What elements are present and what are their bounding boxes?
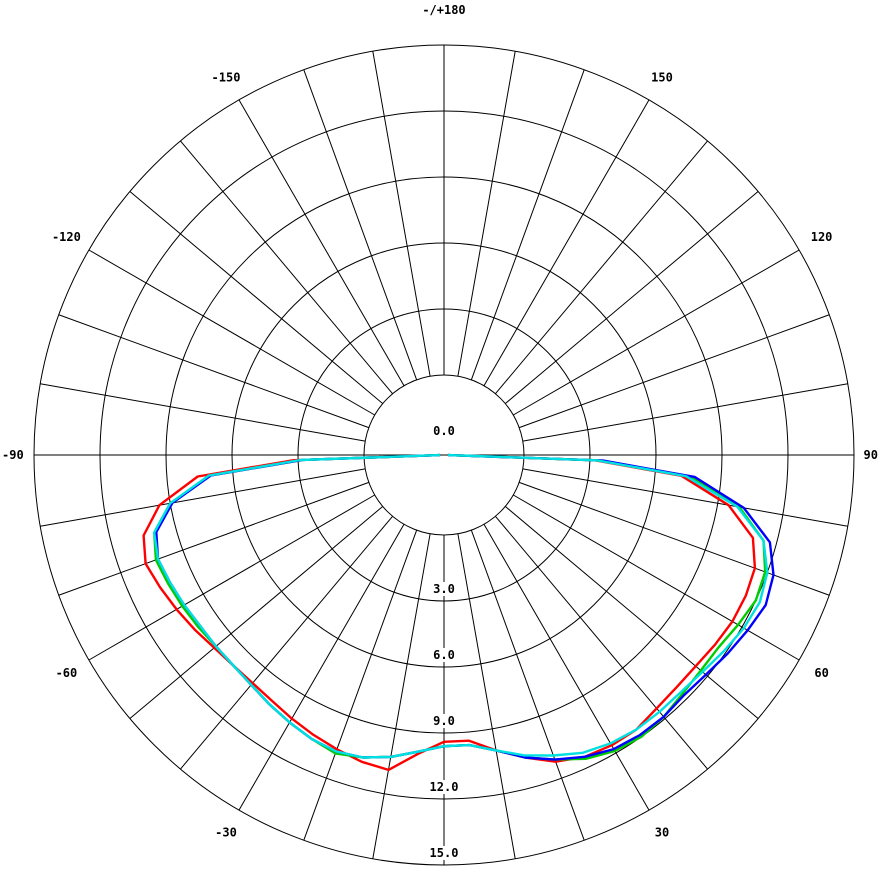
radial-label: 0.0 — [433, 424, 455, 438]
polar-grid — [33, 44, 855, 866]
series-line-4 — [153, 453, 769, 759]
radial-label-bg — [424, 714, 464, 728]
radial-label: 9.0 — [433, 714, 455, 728]
grid-spoke — [457, 51, 516, 377]
grid-spoke — [180, 140, 393, 395]
series-layer — [142, 453, 775, 772]
grid-spoke — [238, 99, 405, 386]
grid-spoke — [180, 515, 393, 770]
grid-spoke — [303, 530, 418, 841]
label-layer: -/+180 150 120 90 60 30 -30 -60 -90 -120 -150 0.0 3.… — [2, 3, 878, 860]
grid-ring — [99, 110, 789, 800]
radial-label-bg — [424, 780, 464, 794]
grid-spoke — [88, 249, 375, 416]
grid-spoke — [129, 191, 384, 404]
grid-spoke — [513, 249, 800, 416]
grid-spoke — [495, 515, 708, 770]
angle-label: -/+180 — [422, 3, 465, 17]
series-line-3 — [155, 453, 775, 761]
grid-spoke — [513, 494, 800, 661]
grid-spoke — [519, 481, 830, 596]
grid-spoke — [58, 481, 369, 596]
grid-spoke — [40, 383, 366, 442]
radial-label: 3.0 — [433, 582, 455, 596]
angle-label: 120 — [811, 230, 833, 244]
angle-label: 30 — [655, 826, 669, 840]
radial-label: 12.0 — [430, 780, 459, 794]
grid-ring-center — [363, 374, 525, 536]
grid-spoke — [457, 533, 516, 859]
grid-spoke — [470, 530, 585, 841]
grid-spoke — [372, 51, 431, 377]
grid-spoke — [238, 524, 405, 811]
angle-label: -120 — [52, 230, 81, 244]
angle-label: -90 — [2, 448, 24, 462]
grid-spoke — [483, 524, 650, 811]
grid-spoke — [372, 533, 431, 859]
radial-label-bg — [424, 648, 464, 662]
angle-label: -60 — [56, 666, 78, 680]
radial-label: 6.0 — [433, 648, 455, 662]
grid-spoke — [519, 314, 830, 429]
angle-label: -30 — [215, 826, 237, 840]
grid-spoke — [470, 69, 585, 380]
angle-label: -150 — [212, 70, 241, 84]
grid-spoke — [495, 140, 708, 395]
grid-ring — [231, 242, 657, 668]
grid-spoke — [129, 506, 384, 719]
series-line-2 — [153, 453, 767, 761]
grid-spoke — [58, 314, 369, 429]
radial-label-bg — [424, 424, 464, 438]
radial-label-bg — [424, 582, 464, 596]
series-line-1 — [142, 453, 757, 772]
angle-label: 150 — [651, 70, 673, 84]
grid-spoke — [483, 99, 650, 386]
grid-ring — [297, 308, 591, 602]
radial-label: 15.0 — [430, 846, 459, 860]
grid-spoke — [504, 191, 759, 404]
grid-ring — [33, 44, 855, 866]
grid-spoke — [88, 494, 375, 661]
grid-spoke — [504, 506, 759, 719]
radial-label-bg — [424, 846, 464, 860]
grid-spoke — [522, 383, 848, 442]
angle-label: 90 — [864, 448, 878, 462]
grid-spoke — [522, 468, 848, 527]
grid-ring — [165, 176, 723, 734]
grid-spoke — [40, 468, 366, 527]
angle-label: 60 — [814, 666, 828, 680]
grid-spoke — [303, 69, 418, 380]
